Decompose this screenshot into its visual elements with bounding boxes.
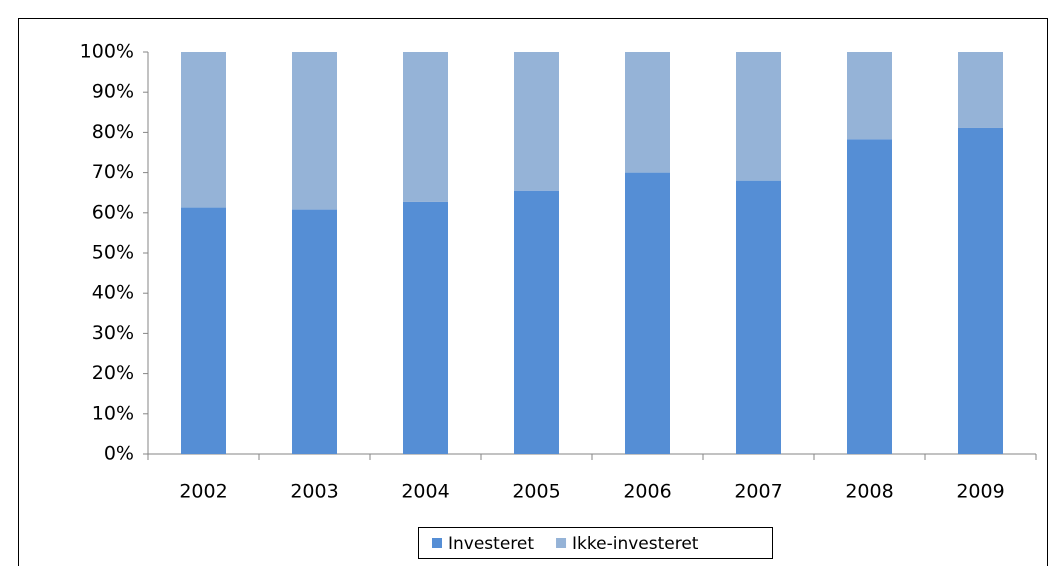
bar-segment xyxy=(181,52,226,208)
bar-segment xyxy=(403,201,448,454)
x-tick-label: 2002 xyxy=(179,481,227,503)
bar-segment xyxy=(514,52,559,191)
y-tick-label: 90% xyxy=(92,81,134,103)
bar-segment xyxy=(514,190,559,454)
legend-swatch xyxy=(432,538,442,548)
bar-segment xyxy=(736,180,781,454)
x-tick-label: 2005 xyxy=(512,481,560,503)
x-tick-label: 2004 xyxy=(401,481,449,503)
y-tick-label: 0% xyxy=(104,443,134,465)
x-tick-label: 2008 xyxy=(845,481,893,503)
bar-segment xyxy=(625,52,670,173)
y-tick-label: 50% xyxy=(92,242,134,264)
y-tick-label: 20% xyxy=(92,362,134,384)
x-tick-label: 2007 xyxy=(734,481,782,503)
bar-segment xyxy=(292,52,337,210)
x-tick-label: 2009 xyxy=(956,481,1004,503)
bar-segment xyxy=(403,52,448,202)
legend-swatch xyxy=(556,538,567,548)
x-tick-label: 2006 xyxy=(623,481,671,503)
legend-box xyxy=(418,527,773,559)
bar-segment xyxy=(736,52,781,181)
bar-segment xyxy=(292,209,337,454)
y-tick-label: 10% xyxy=(92,402,134,424)
y-tick-label: 70% xyxy=(92,161,134,183)
bar-segment xyxy=(958,127,1003,454)
legend-label: Ikke-investeret xyxy=(572,534,699,554)
bar-segment xyxy=(625,172,670,454)
y-tick-label: 40% xyxy=(92,282,134,304)
bar-segment xyxy=(181,207,226,454)
legend-label: Investeret xyxy=(448,534,534,554)
y-tick-label: 80% xyxy=(92,121,134,143)
y-tick-label: 100% xyxy=(80,41,134,63)
y-tick-label: 30% xyxy=(92,322,134,344)
bar-segment xyxy=(847,52,892,140)
x-tick-label: 2003 xyxy=(290,481,338,503)
bar-segment xyxy=(847,139,892,454)
y-tick-label: 60% xyxy=(92,201,134,223)
bar-segment xyxy=(958,52,1003,128)
